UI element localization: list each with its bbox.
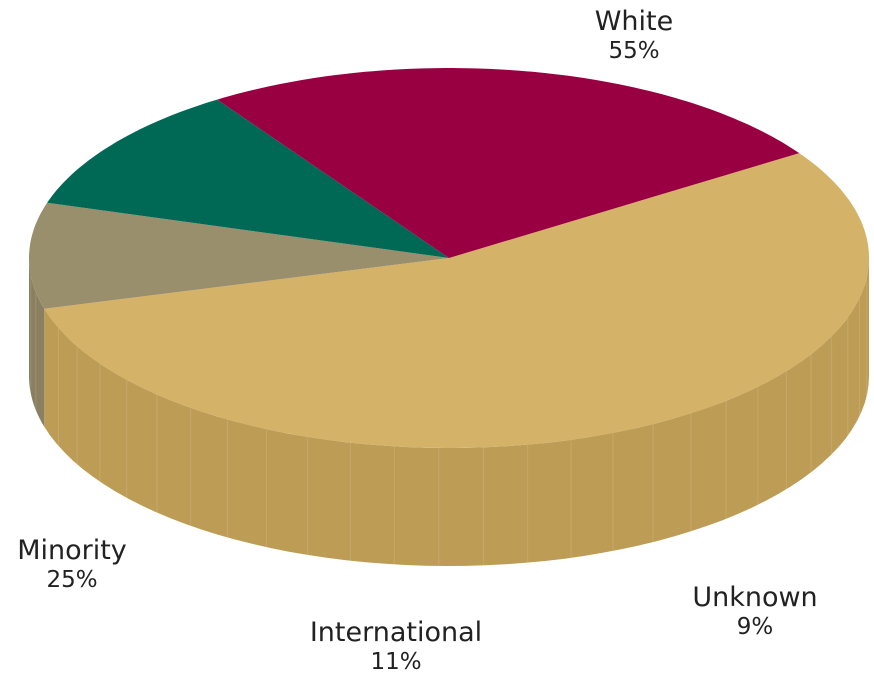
slice-label-international: International 11% [292,617,500,677]
pie-slice-unknown [29,202,449,309]
slice-name-international: International [309,617,483,648]
pie-slice-international [47,99,449,258]
slice-name-minority: Minority [17,535,127,566]
slice-percent-white: 55% [608,38,660,65]
slice-label-white: White 55% [568,6,700,66]
slice-percent-minority: 25% [46,567,98,594]
pie-side-unknown [29,258,45,427]
pie-tops [29,68,870,448]
pie-side-white [44,258,870,566]
slice-percent-international: 11% [370,649,422,676]
pie-slice-white [44,153,870,448]
pie-slice-minority [217,68,800,258]
pie-sides [29,258,870,566]
slice-label-unknown: Unknown 9% [672,582,838,642]
slice-name-white: White [594,6,674,37]
slice-name-unknown: Unknown [692,582,818,613]
slice-percent-unknown: 9% [736,614,774,641]
slice-label-minority: Minority 25% [0,535,144,595]
